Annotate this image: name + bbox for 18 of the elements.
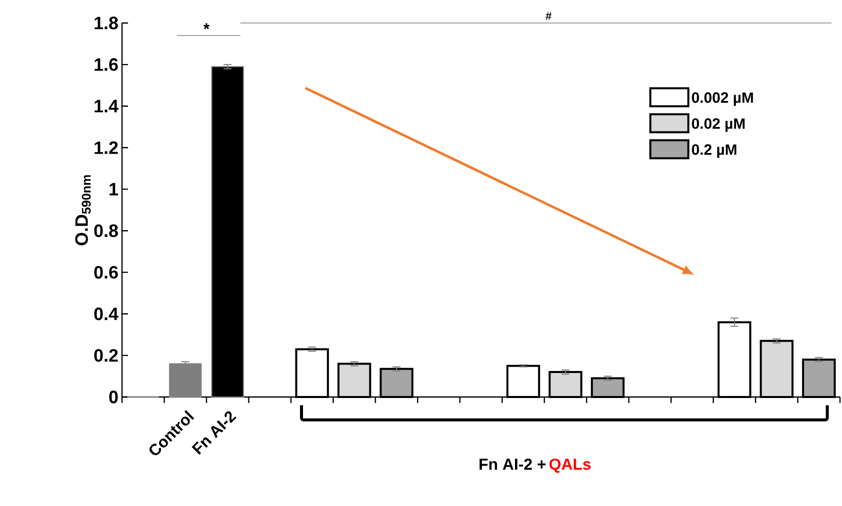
y-tick-label: 1: [110, 183, 118, 196]
y-tick-label: 1.4: [94, 100, 118, 112]
text: QALs: [549, 458, 591, 473]
legend-label: 0.002 µM: [692, 92, 753, 106]
legend-label: 0.02 µM: [692, 118, 745, 132]
text: #: [546, 12, 552, 20]
y-tick-label: 0.8: [94, 224, 118, 238]
text: Fn AI-2 +: [480, 458, 546, 470]
y-tick-label: 1.6: [94, 58, 118, 71]
legend-label: 0.2 µM: [692, 144, 736, 158]
y-tick-label: 1.8: [94, 16, 118, 30]
y-tick-label: 1.2: [94, 141, 118, 154]
y-tick-label: 0: [109, 390, 118, 404]
y-axis-title: O.D$_{590nm}$: [75, 175, 91, 246]
y-tick-label: 0.4: [94, 308, 118, 320]
annotation: *: [203, 23, 210, 30]
y-tick-label: 0.6: [94, 266, 118, 279]
y-tick-label: 0.2: [94, 349, 118, 362]
